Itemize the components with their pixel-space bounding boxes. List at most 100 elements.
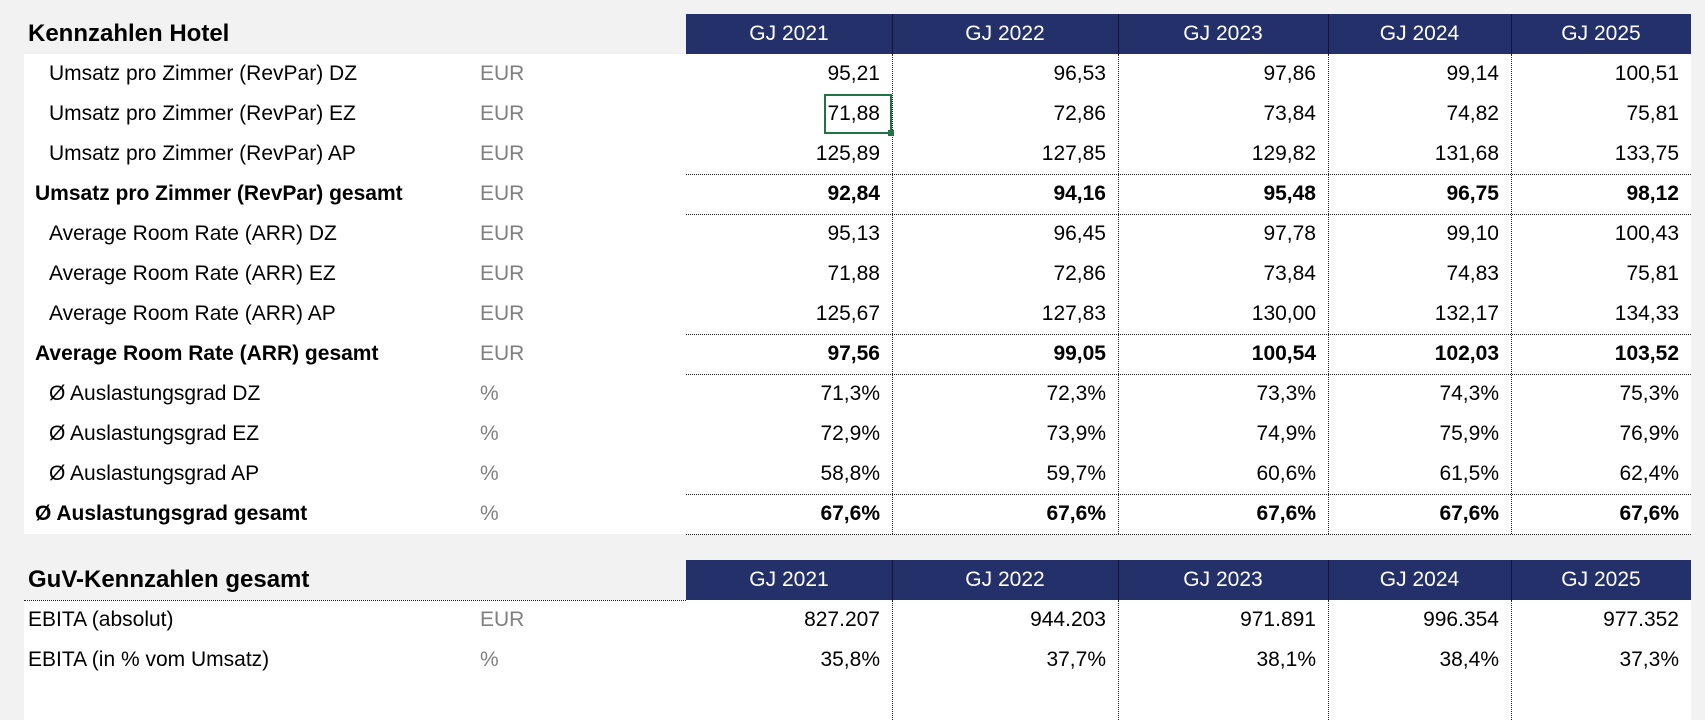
value-cell[interactable]: 100,54: [1251, 342, 1316, 365]
value-cell[interactable]: 971.891: [1240, 608, 1316, 631]
value-cell[interactable]: 99,05: [1053, 342, 1106, 365]
value-cell[interactable]: 97,86: [1263, 62, 1316, 85]
row-label[interactable]: EBITA (absolut): [28, 608, 174, 631]
row-unit[interactable]: EUR: [480, 142, 525, 165]
value-cell[interactable]: 94,16: [1053, 182, 1106, 205]
value-cell[interactable]: 74,3%: [1439, 382, 1499, 405]
row-label[interactable]: EBITA (in % vom Umsatz): [28, 648, 270, 671]
value-cell[interactable]: 62,4%: [1619, 462, 1679, 485]
value-cell[interactable]: 125,89: [815, 142, 880, 165]
value-cell[interactable]: 97,56: [827, 342, 880, 365]
value-cell[interactable]: 67,6%: [820, 502, 880, 525]
value-cell[interactable]: 100,43: [1614, 222, 1679, 245]
year-header-cell[interactable]: GJ 2025: [1561, 568, 1641, 591]
row-label[interactable]: Ø Auslastungsgrad AP: [49, 462, 260, 485]
row-unit[interactable]: EUR: [480, 342, 525, 365]
row-label[interactable]: Average Room Rate (ARR) gesamt: [35, 342, 379, 365]
value-cell[interactable]: 72,9%: [820, 422, 880, 445]
value-cell[interactable]: 73,84: [1263, 262, 1316, 285]
value-cell[interactable]: 67,6%: [1256, 502, 1316, 525]
value-cell[interactable]: 72,86: [1053, 262, 1106, 285]
value-cell[interactable]: 38,4%: [1439, 648, 1499, 671]
value-cell[interactable]: 92,84: [827, 182, 880, 205]
value-cell[interactable]: 97,78: [1263, 222, 1316, 245]
value-cell[interactable]: 95,13: [827, 222, 880, 245]
row-label[interactable]: Average Room Rate (ARR) DZ: [49, 222, 337, 245]
row-unit[interactable]: EUR: [480, 182, 525, 205]
row-label[interactable]: Ø Auslastungsgrad gesamt: [35, 502, 308, 525]
value-cell[interactable]: 71,3%: [820, 382, 880, 405]
row-unit[interactable]: EUR: [480, 102, 525, 125]
value-cell[interactable]: 102,03: [1434, 342, 1499, 365]
value-cell[interactable]: 37,3%: [1619, 648, 1679, 671]
year-header-cell[interactable]: GJ 2025: [1561, 22, 1641, 45]
value-cell[interactable]: 60,6%: [1256, 462, 1316, 485]
value-cell[interactable]: 75,3%: [1619, 382, 1679, 405]
value-cell[interactable]: 96,45: [1053, 222, 1106, 245]
value-cell[interactable]: 73,9%: [1046, 422, 1106, 445]
value-cell[interactable]: 59,7%: [1046, 462, 1106, 485]
value-cell[interactable]: 72,86: [1053, 102, 1106, 125]
value-cell[interactable]: 73,84: [1263, 102, 1316, 125]
value-cell[interactable]: 133,75: [1614, 142, 1679, 165]
value-cell[interactable]: 38,1%: [1256, 648, 1316, 671]
row-unit[interactable]: %: [480, 382, 499, 405]
value-cell[interactable]: 74,82: [1446, 102, 1499, 125]
row-label[interactable]: Average Room Rate (ARR) EZ: [49, 262, 336, 285]
value-cell[interactable]: 37,7%: [1046, 648, 1106, 671]
value-cell[interactable]: 95,21: [827, 62, 880, 85]
row-label[interactable]: Umsatz pro Zimmer (RevPar) DZ: [49, 62, 358, 85]
year-header-cell[interactable]: GJ 2021: [749, 568, 829, 591]
row-label[interactable]: Ø Auslastungsgrad EZ: [49, 422, 260, 445]
year-header-cell[interactable]: GJ 2021: [749, 22, 829, 45]
value-cell[interactable]: 58,8%: [820, 462, 880, 485]
fill-handle[interactable]: [888, 130, 894, 136]
value-cell[interactable]: 67,6%: [1619, 502, 1679, 525]
row-unit[interactable]: %: [480, 648, 499, 671]
row-unit[interactable]: EUR: [480, 62, 525, 85]
row-unit[interactable]: %: [480, 462, 499, 485]
value-cell[interactable]: 35,8%: [820, 648, 880, 671]
value-cell[interactable]: 996.354: [1423, 608, 1499, 631]
row-unit[interactable]: %: [480, 422, 499, 445]
year-header-cell[interactable]: GJ 2023: [1183, 22, 1263, 45]
value-cell[interactable]: 977.352: [1603, 608, 1679, 631]
value-cell[interactable]: 61,5%: [1439, 462, 1499, 485]
value-cell[interactable]: 96,75: [1446, 182, 1499, 205]
value-cell[interactable]: 98,12: [1626, 182, 1679, 205]
year-header-cell[interactable]: GJ 2024: [1379, 568, 1460, 591]
value-cell[interactable]: 125,67: [815, 302, 880, 325]
value-cell[interactable]: 134,33: [1614, 302, 1679, 325]
value-cell[interactable]: 95,48: [1263, 182, 1316, 205]
value-cell[interactable]: 99,14: [1446, 62, 1499, 85]
value-cell[interactable]: 71,88: [827, 262, 880, 285]
row-label[interactable]: Umsatz pro Zimmer (RevPar) gesamt: [35, 182, 403, 205]
value-cell[interactable]: 67,6%: [1439, 502, 1499, 525]
value-cell[interactable]: 73,3%: [1256, 382, 1316, 405]
value-cell[interactable]: 130,00: [1251, 302, 1316, 325]
value-cell[interactable]: 96,53: [1053, 62, 1106, 85]
year-header-cell[interactable]: GJ 2022: [965, 568, 1045, 591]
value-cell[interactable]: 827.207: [804, 608, 880, 631]
value-cell[interactable]: 129,82: [1251, 142, 1316, 165]
row-unit[interactable]: %: [480, 502, 499, 525]
row-unit[interactable]: EUR: [480, 302, 525, 325]
row-unit[interactable]: EUR: [480, 608, 525, 631]
value-cell[interactable]: 71,88: [827, 102, 880, 125]
value-cell[interactable]: 76,9%: [1619, 422, 1679, 445]
value-cell[interactable]: 74,83: [1446, 262, 1499, 285]
row-label[interactable]: Umsatz pro Zimmer (RevPar) AP: [49, 142, 356, 165]
value-cell[interactable]: 67,6%: [1046, 502, 1106, 525]
value-cell[interactable]: 132,17: [1434, 302, 1499, 325]
year-header-cell[interactable]: GJ 2024: [1379, 22, 1460, 45]
row-unit[interactable]: EUR: [480, 262, 525, 285]
value-cell[interactable]: 100,51: [1614, 62, 1679, 85]
value-cell[interactable]: 72,3%: [1046, 382, 1106, 405]
row-label[interactable]: Average Room Rate (ARR) AP: [49, 302, 336, 325]
value-cell[interactable]: 131,68: [1434, 142, 1499, 165]
year-header-cell[interactable]: GJ 2023: [1183, 568, 1263, 591]
row-unit[interactable]: EUR: [480, 222, 525, 245]
value-cell[interactable]: 75,9%: [1439, 422, 1499, 445]
value-cell[interactable]: 99,10: [1446, 222, 1499, 245]
value-cell[interactable]: 944.203: [1030, 608, 1106, 631]
